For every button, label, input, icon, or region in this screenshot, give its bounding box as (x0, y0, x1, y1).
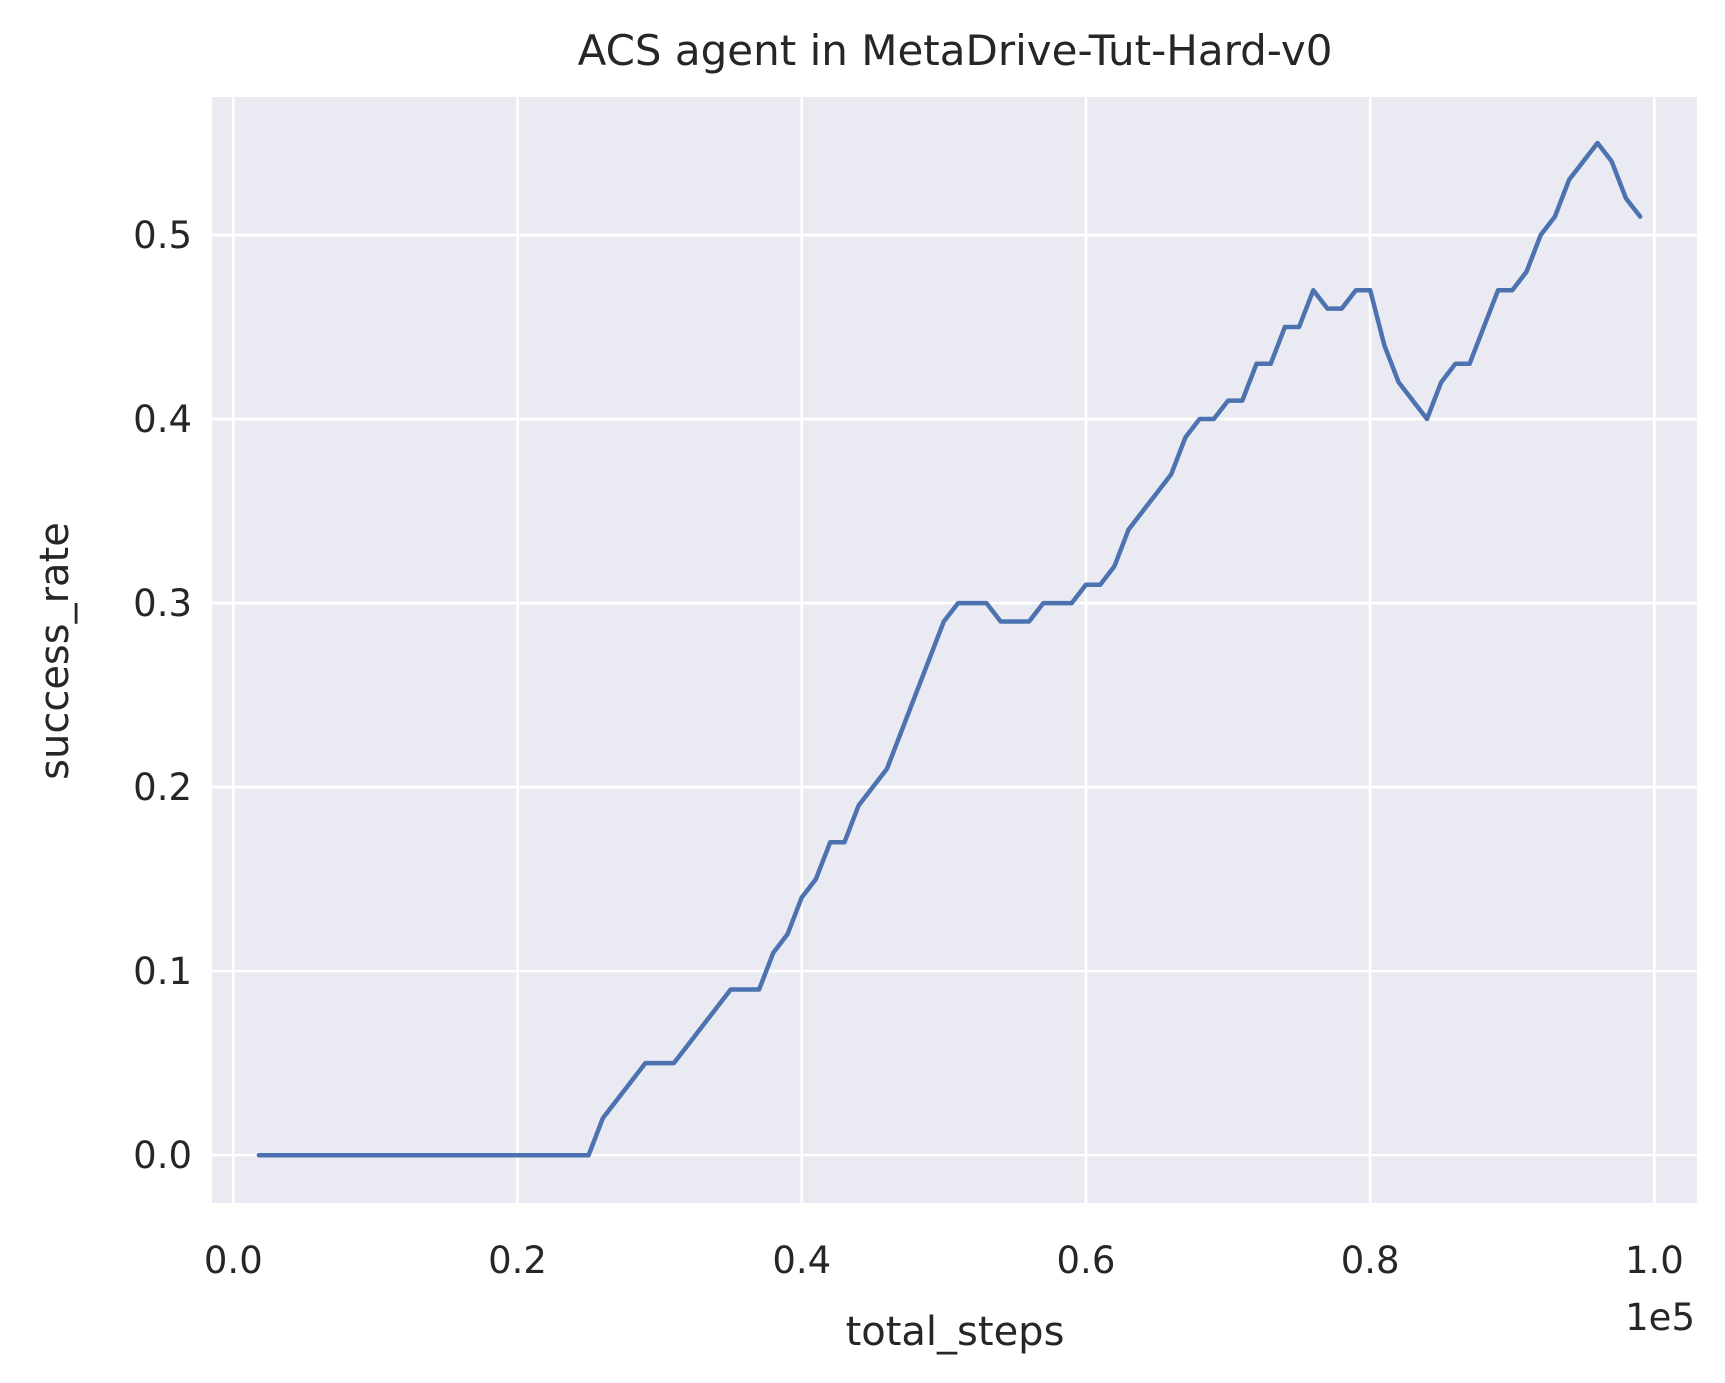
x-tick-label: 0.2 (488, 1239, 547, 1282)
y-tick-label: 0.1 (133, 950, 192, 993)
x-tick-labels: 0.0 0.2 0.4 0.6 0.8 1.0 (204, 1239, 1684, 1282)
x-axis-offset-text: 1e5 (1625, 1296, 1695, 1339)
y-tick-labels: 0.0 0.1 0.2 0.3 0.4 0.5 (133, 214, 192, 1177)
y-tick-label: 0.4 (133, 398, 192, 441)
x-tick-label: 0.4 (772, 1239, 831, 1282)
success-rate-line (256, 140, 1643, 1158)
plot-area (212, 97, 1697, 1203)
x-tick-label: 0.0 (204, 1239, 263, 1282)
y-tick-label: 0.3 (133, 582, 192, 625)
x-tick-label: 0.6 (1057, 1239, 1116, 1282)
chart-title: ACS agent in MetaDrive-Tut-Hard-v0 (578, 26, 1333, 75)
x-axis-label: total_steps (846, 1309, 1065, 1355)
y-tick-label: 0.5 (133, 214, 192, 257)
y-axis-label: success_rate (32, 522, 78, 780)
y-tick-label: 0.0 (133, 1134, 192, 1177)
x-tick-label: 0.8 (1341, 1239, 1400, 1282)
x-tick-label: 1.0 (1625, 1239, 1684, 1282)
x-gridlines (232, 97, 1656, 1203)
y-tick-label: 0.2 (133, 766, 192, 809)
